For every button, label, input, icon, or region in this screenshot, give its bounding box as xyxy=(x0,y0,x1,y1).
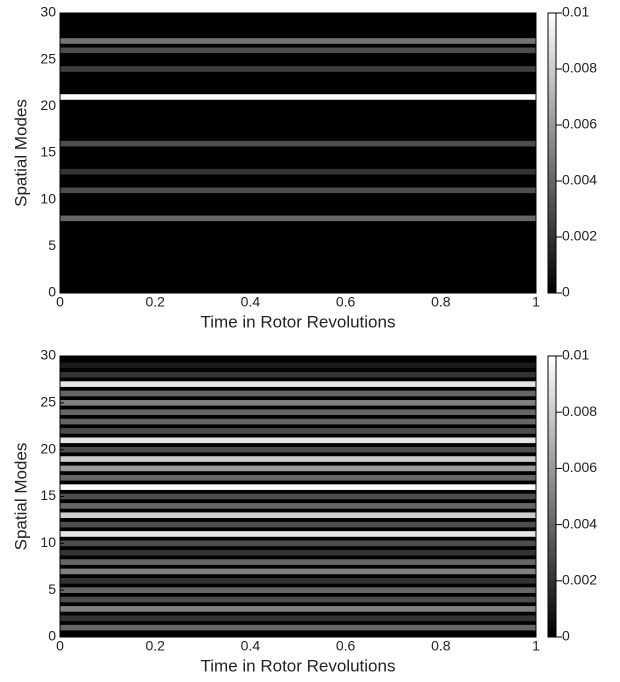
colorbar-tick-label: 0 xyxy=(562,284,570,300)
colorbar-tick-label: 0 xyxy=(562,628,570,644)
colorbar-tick-label: 0.004 xyxy=(562,515,597,531)
y-tick-label: 30 xyxy=(40,347,56,363)
colorbar xyxy=(547,355,557,638)
y-tick-label: 5 xyxy=(48,581,56,597)
mode-band xyxy=(60,549,536,556)
mode-band xyxy=(60,484,536,490)
mode-band xyxy=(60,371,536,378)
mode-band xyxy=(60,493,536,500)
x-tick-label: 0.8 xyxy=(431,638,451,654)
x-tick-label: 1 xyxy=(532,638,540,654)
x-tick-label: 0.2 xyxy=(145,294,165,310)
mode-band xyxy=(60,474,536,481)
mode-band xyxy=(60,409,536,416)
y-tick-label: 0 xyxy=(48,284,56,300)
colorbar-tick-label: 0.002 xyxy=(562,228,597,244)
mode-band xyxy=(60,38,536,44)
mode-band xyxy=(60,362,536,369)
mode-band xyxy=(60,615,536,622)
y-tick-label: 20 xyxy=(40,440,56,456)
y-tick-label: 10 xyxy=(40,534,56,550)
x-tick-label: 0.4 xyxy=(241,294,261,310)
mode-band xyxy=(60,140,536,147)
colorbar-tick-label: 0.002 xyxy=(562,572,597,588)
x-tick-label: 1 xyxy=(532,294,540,310)
mode-band xyxy=(60,577,536,584)
colorbar-tick-label: 0.008 xyxy=(562,60,597,76)
mode-band xyxy=(60,587,536,593)
mode-band xyxy=(60,624,536,631)
y-tick-label: 30 xyxy=(40,4,56,20)
mode-band xyxy=(60,465,536,472)
y-tick-label: 15 xyxy=(40,487,56,503)
y-tick-label: 5 xyxy=(48,237,56,253)
mode-band xyxy=(60,187,536,194)
mode-band xyxy=(60,503,536,509)
mode-band xyxy=(60,390,536,397)
colorbar xyxy=(547,12,557,294)
mode-band xyxy=(60,540,536,547)
mode-band xyxy=(60,66,536,72)
x-tick-label: 0.2 xyxy=(145,638,165,654)
y-tick-label: 15 xyxy=(40,144,56,160)
mode-band xyxy=(60,400,536,406)
mode-band xyxy=(60,456,536,462)
x-tick-label: 0.6 xyxy=(336,294,356,310)
mode-band xyxy=(60,559,536,565)
heatmap-background xyxy=(60,13,536,293)
mode-band xyxy=(60,215,536,222)
mode-band xyxy=(60,446,536,453)
colorbar-tick-label: 0.006 xyxy=(562,116,597,132)
mode-band xyxy=(60,531,536,537)
y-tick-label: 10 xyxy=(40,190,56,206)
mode-band xyxy=(60,94,536,100)
x-tick-label: 0 xyxy=(56,294,64,310)
mode-band xyxy=(60,437,536,444)
x-axis-label: Time in Rotor Revolutions xyxy=(201,656,396,675)
colorbar-tick-label: 0.01 xyxy=(562,4,589,20)
mode-band xyxy=(60,428,536,434)
mode-band xyxy=(60,521,536,528)
y-tick-label: 0 xyxy=(48,628,56,644)
y-axis-label: Spatial Modes xyxy=(11,443,30,551)
colorbar-tick-label: 0.006 xyxy=(562,459,597,475)
mode-band xyxy=(60,568,536,575)
x-tick-label: 0.4 xyxy=(241,638,261,654)
y-tick-label: 25 xyxy=(40,394,56,410)
mode-band xyxy=(60,596,536,603)
mode-band xyxy=(60,512,536,519)
x-tick-label: 0.8 xyxy=(431,294,451,310)
x-tick-label: 0 xyxy=(56,638,64,654)
x-tick-label: 0.6 xyxy=(336,638,356,654)
mode-band xyxy=(60,606,536,612)
mode-band xyxy=(60,47,536,54)
mode-band xyxy=(60,381,536,387)
colorbar-tick-label: 0.01 xyxy=(562,347,589,363)
x-axis-label: Time in Rotor Revolutions xyxy=(201,312,396,331)
mode-band xyxy=(60,168,536,175)
y-axis-label: Spatial Modes xyxy=(11,99,30,207)
colorbar-tick-label: 0.008 xyxy=(562,403,597,419)
y-tick-label: 20 xyxy=(40,97,56,113)
colorbar-tick-label: 0.004 xyxy=(562,172,597,188)
y-tick-label: 25 xyxy=(40,50,56,66)
mode-band xyxy=(60,418,536,425)
